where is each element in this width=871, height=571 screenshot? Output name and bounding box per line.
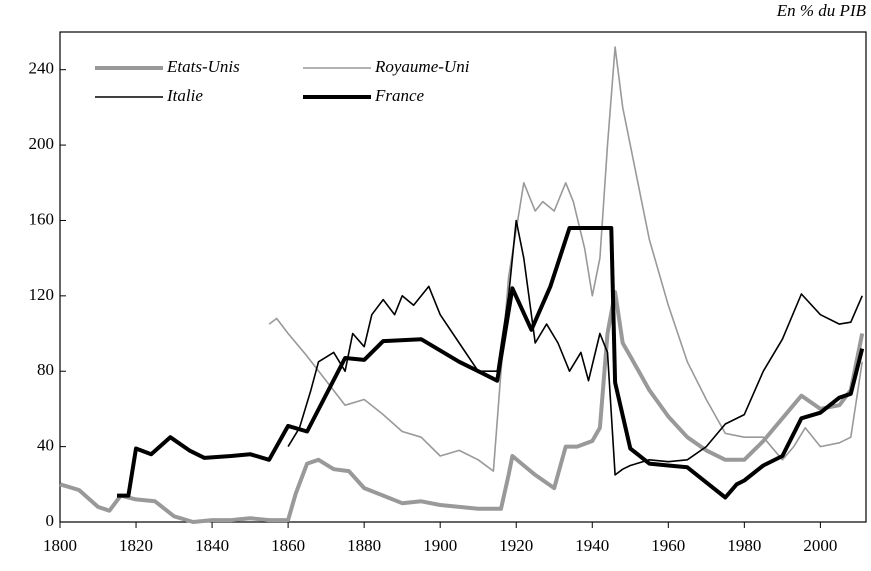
x-tick-label: 1920 <box>499 536 533 555</box>
x-tick-label: 1840 <box>195 536 229 555</box>
y-tick-label: 80 <box>37 360 54 379</box>
y-tick-label: 160 <box>29 209 55 228</box>
legend-label: Italie <box>166 86 203 105</box>
x-tick-label: 1820 <box>119 536 153 555</box>
x-tick-label: 1900 <box>423 536 457 555</box>
x-tick-label: 1940 <box>575 536 609 555</box>
y-tick-label: 200 <box>29 134 55 153</box>
legend-label: Etats-Unis <box>166 57 240 76</box>
y-tick-label: 240 <box>29 59 55 78</box>
chart-title: En % du PIB <box>776 1 867 20</box>
series-line <box>117 226 865 500</box>
x-tick-label: 1880 <box>347 536 381 555</box>
y-tick-label: 0 <box>46 511 55 530</box>
x-tick-label: 2000 <box>803 536 837 555</box>
y-tick-label: 120 <box>29 285 55 304</box>
series-line <box>287 219 863 476</box>
series-line <box>59 290 865 524</box>
x-tick-label: 1980 <box>727 536 761 555</box>
x-tick-label: 1800 <box>43 536 77 555</box>
x-tick-label: 1860 <box>271 536 305 555</box>
legend-label: France <box>374 86 425 105</box>
y-tick-label: 40 <box>37 436 54 455</box>
series-line <box>268 46 863 472</box>
plot-frame <box>59 31 867 523</box>
x-tick-label: 1960 <box>651 536 685 555</box>
legend-label: Royaume-Uni <box>374 57 470 76</box>
